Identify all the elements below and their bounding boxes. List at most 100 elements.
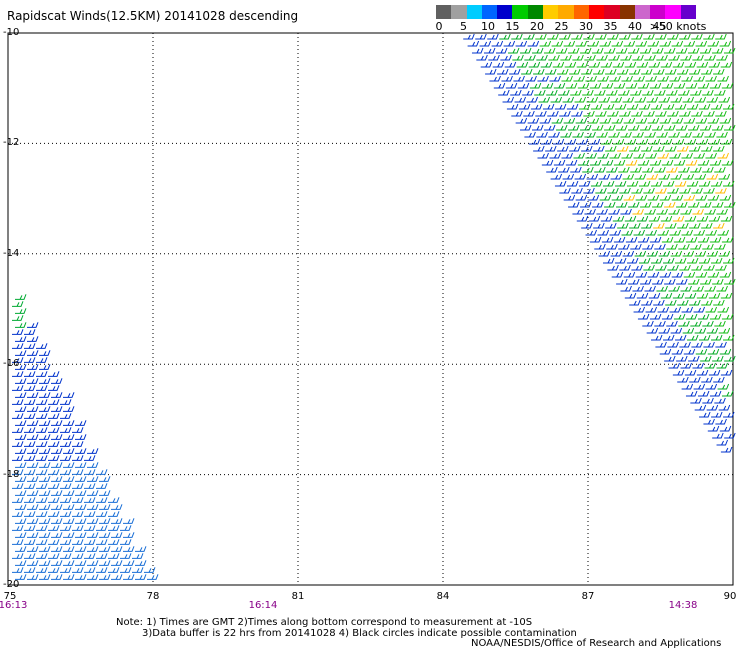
wind-barb	[703, 264, 715, 271]
wind-barb	[720, 61, 733, 68]
wind-barb	[658, 327, 671, 334]
wind-barb	[585, 152, 597, 159]
wind-barb	[616, 201, 628, 208]
wind-barb	[500, 54, 512, 61]
wind-barb	[111, 532, 123, 538]
wind-barb	[689, 299, 701, 306]
wind-barb	[701, 376, 713, 383]
wind-barb	[15, 434, 27, 440]
wind-barb	[12, 371, 24, 377]
wind-barb	[27, 350, 39, 356]
wind-barb	[72, 497, 84, 503]
wind-barb	[99, 490, 111, 496]
wind-barb	[698, 103, 711, 110]
wind-barb	[570, 166, 582, 173]
wind-barb	[575, 40, 588, 47]
wind-barb	[84, 539, 96, 545]
wind-barb	[713, 376, 725, 383]
wind-barb	[715, 418, 727, 425]
wind-barb	[677, 145, 689, 152]
wind-barb	[641, 222, 653, 229]
wind-barb	[648, 292, 661, 299]
wind-barb	[660, 215, 673, 222]
wind-barb	[619, 33, 631, 40]
wind-barb	[51, 448, 63, 454]
wind-barb	[63, 532, 75, 538]
wind-barb	[718, 96, 731, 103]
wind-barb	[527, 117, 540, 124]
wind-barb	[596, 208, 608, 215]
wind-barb	[646, 250, 659, 257]
wind-barb	[682, 96, 695, 103]
wind-barb	[576, 138, 589, 145]
wind-barb	[709, 390, 722, 397]
wind-barb	[111, 574, 123, 580]
wind-barb	[606, 243, 618, 250]
wind-barb	[595, 110, 607, 117]
wind-barb	[683, 40, 696, 47]
wind-barb	[672, 215, 685, 222]
wind-barb	[535, 33, 547, 40]
wind-barb	[48, 385, 60, 391]
legend-swatch	[634, 5, 651, 19]
wind-barb	[609, 152, 621, 159]
wind-barb	[540, 61, 553, 68]
wind-barb	[87, 574, 99, 580]
wind-barb	[495, 47, 508, 54]
wind-barb	[581, 222, 593, 229]
wind-barb	[584, 208, 596, 215]
wind-barb	[550, 96, 563, 103]
wind-barb	[120, 539, 132, 545]
wind-barb	[655, 110, 667, 117]
wind-barb	[622, 173, 635, 180]
wind-barb	[623, 194, 636, 201]
wind-barb	[12, 441, 24, 447]
wind-barb	[692, 362, 704, 369]
wind-barb	[499, 33, 511, 40]
wind-barb	[608, 131, 620, 138]
wind-barb	[679, 187, 691, 194]
wind-barb	[613, 159, 626, 166]
wind-barb	[24, 371, 36, 377]
wind-barb	[123, 574, 135, 580]
wind-barb	[707, 425, 720, 432]
wind-barb	[15, 462, 27, 468]
wind-barb	[657, 152, 669, 159]
wind-barb	[587, 194, 600, 201]
wind-barb	[87, 490, 99, 496]
wind-barb	[547, 33, 559, 40]
wind-barb	[60, 525, 72, 531]
wind-barb	[720, 369, 733, 376]
wind-barb	[617, 222, 629, 229]
wind-barb	[671, 40, 684, 47]
wind-barb	[654, 320, 666, 327]
legend-label: 25	[554, 20, 569, 33]
wind-barb	[27, 532, 39, 538]
wind-barb	[719, 425, 732, 432]
wind-barb	[671, 194, 684, 201]
wind-barb	[613, 236, 626, 243]
wind-barb	[629, 299, 641, 306]
wind-barb	[563, 194, 576, 201]
wind-barb	[72, 483, 84, 489]
wind-barb	[72, 525, 84, 531]
wind-barb	[655, 341, 667, 348]
legend-label: 45	[652, 20, 667, 33]
wind-barb	[666, 89, 678, 96]
wind-barb	[666, 320, 678, 327]
wind-barb	[557, 68, 569, 75]
wind-barb	[15, 420, 27, 426]
wind-barb	[648, 61, 661, 68]
wind-barb	[690, 320, 702, 327]
wind-barb	[716, 285, 728, 292]
wind-barb	[72, 441, 84, 447]
wind-barb	[609, 229, 621, 236]
wind-barb	[716, 131, 728, 138]
wind-barb	[12, 343, 24, 349]
wind-barb	[649, 313, 662, 320]
wind-barb	[84, 553, 96, 559]
lon-tick-label: 75	[3, 591, 17, 602]
wind-barb	[15, 560, 27, 566]
wind-barb	[708, 292, 721, 299]
wind-barb	[569, 68, 581, 75]
